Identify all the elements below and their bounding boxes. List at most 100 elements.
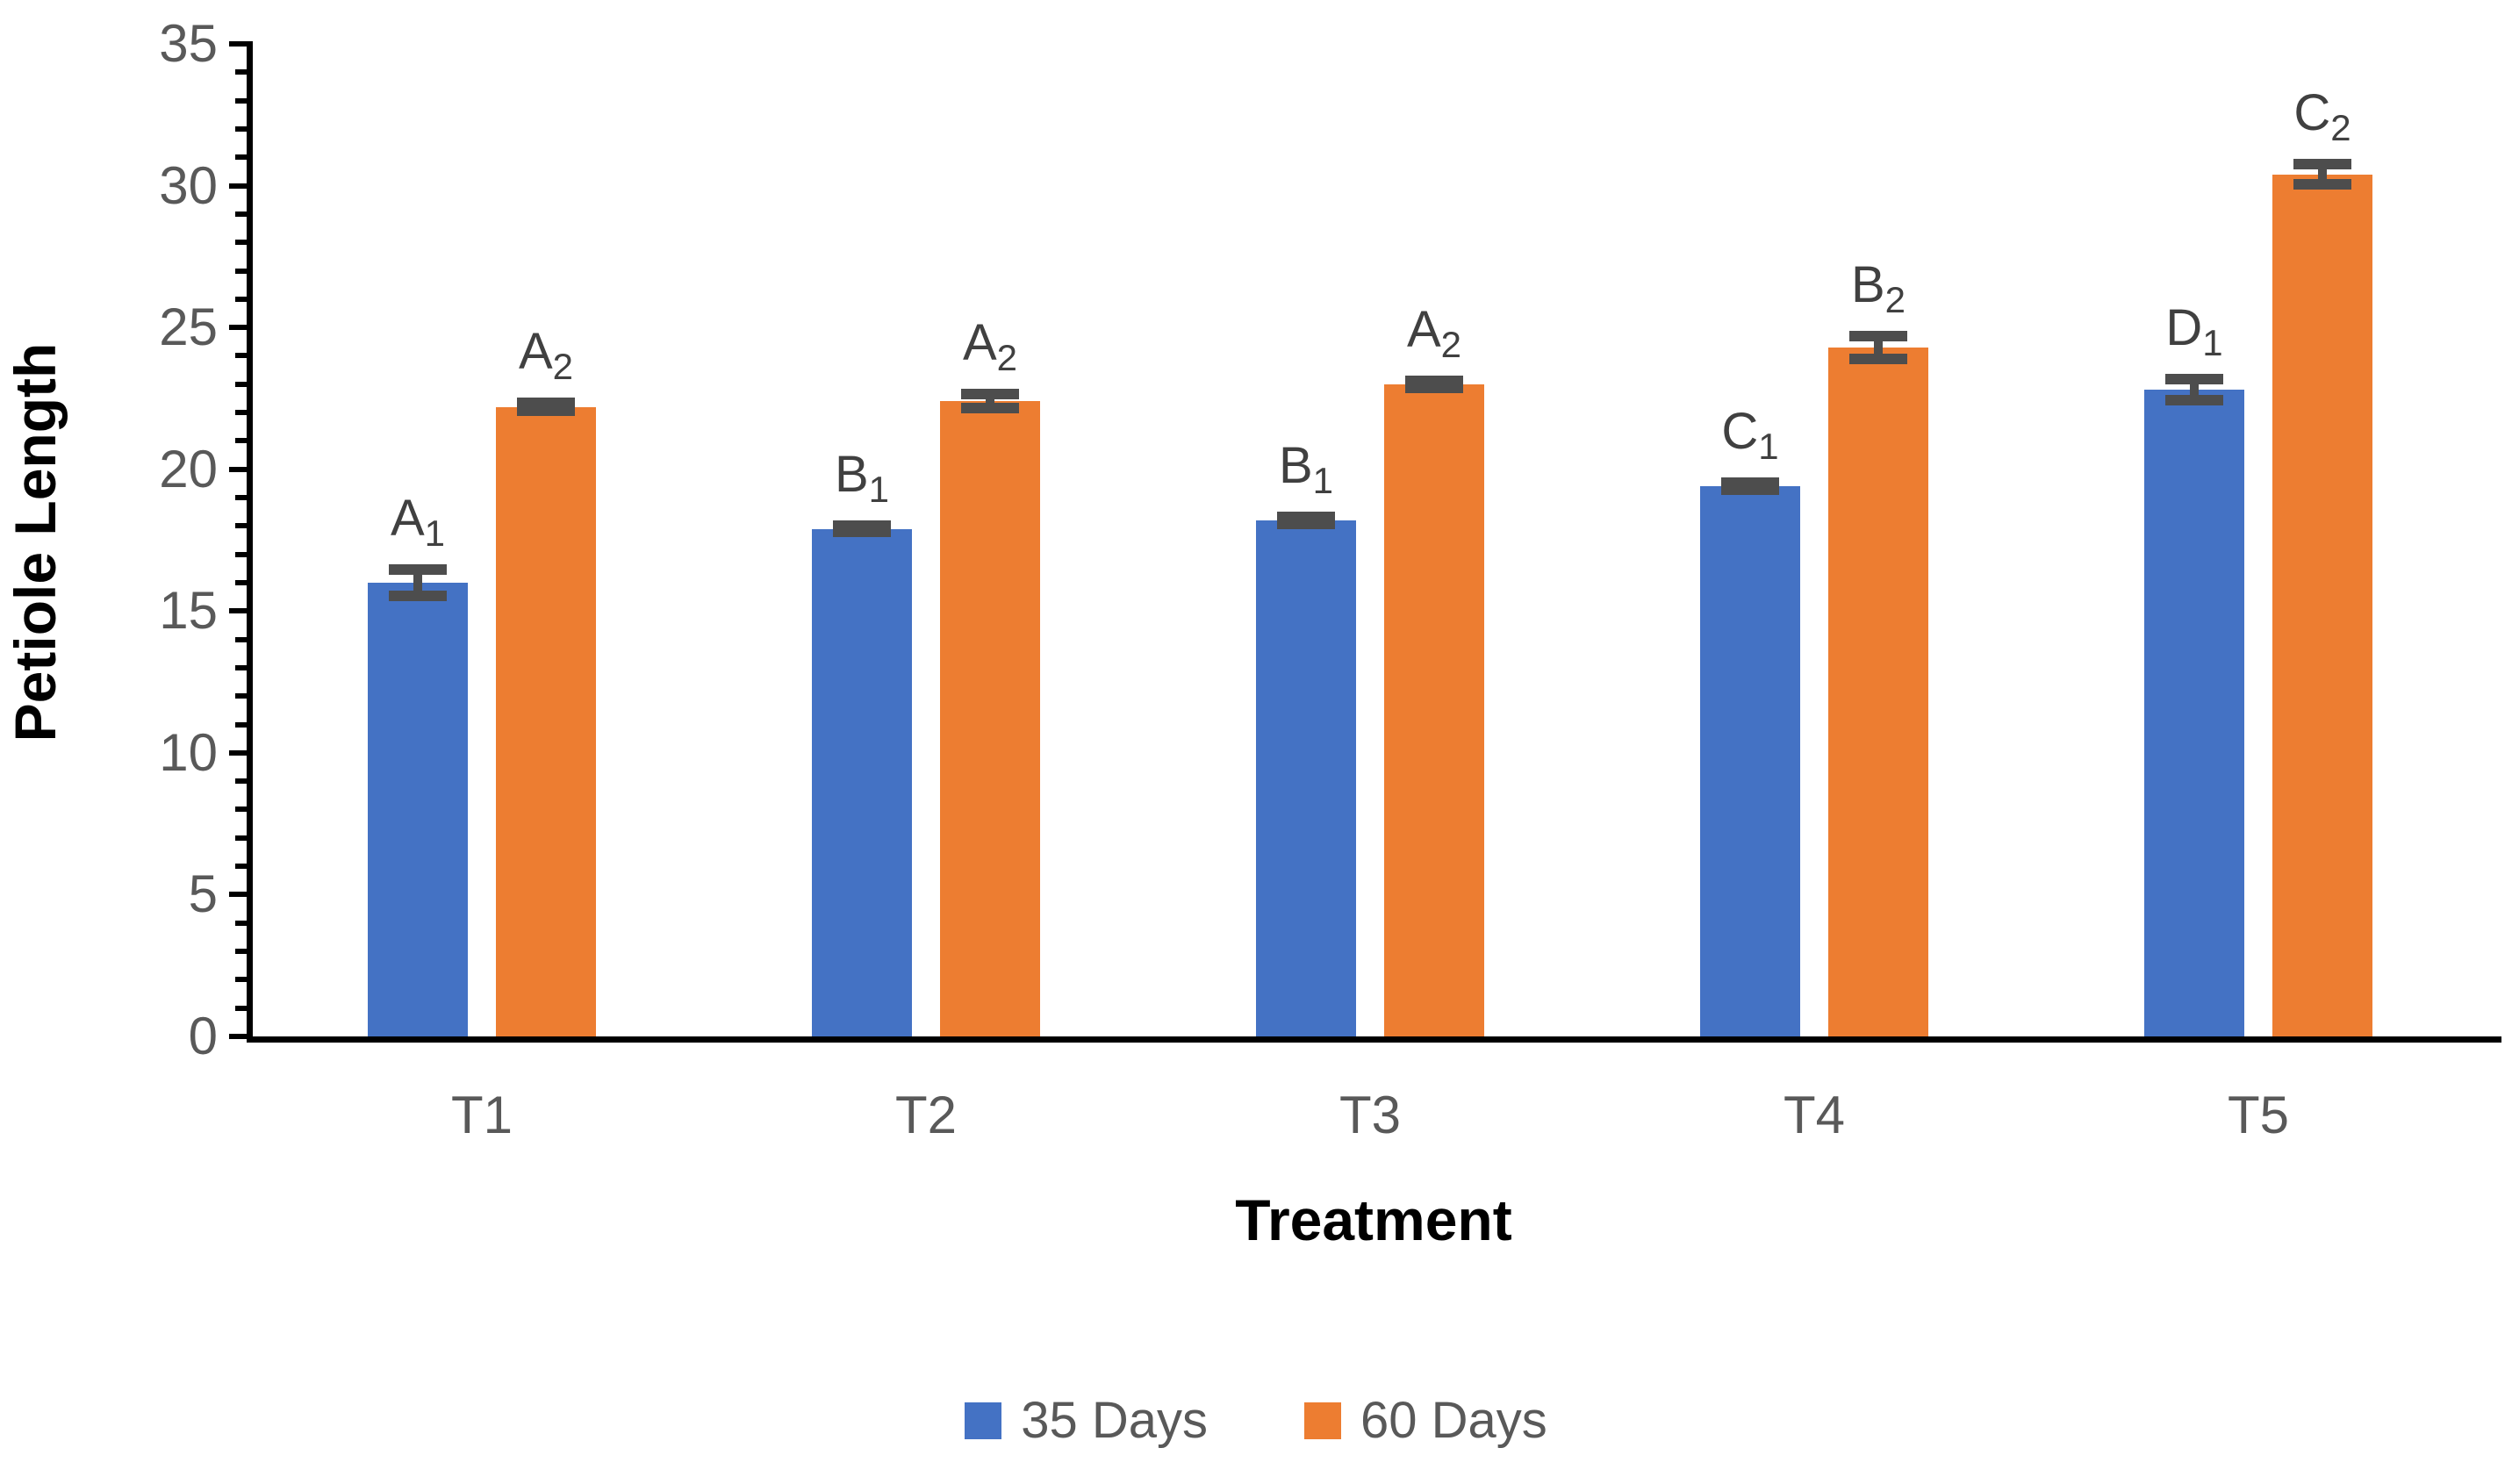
- error-cap-top-T5-60-days: [2293, 159, 2351, 170]
- y-tick-label-20: 20: [159, 439, 218, 498]
- error-bar-T4-60-days: [1874, 335, 1883, 359]
- error-cap-bottom-T2-60-days: [961, 403, 1019, 414]
- y-minor-tick-32: [235, 125, 247, 132]
- bar-label-T4-60-days: B2: [1850, 255, 1906, 320]
- legend: 35 Days 60 Days: [0, 1391, 2512, 1450]
- y-major-tick-25: [229, 325, 247, 331]
- y-major-tick-10: [229, 749, 247, 756]
- y-minor-tick-28: [235, 240, 247, 246]
- y-minor-tick-14: [235, 636, 247, 642]
- y-tick-label-15: 15: [159, 581, 218, 641]
- y-minor-tick-8: [235, 807, 247, 813]
- y-minor-tick-22: [235, 410, 247, 416]
- y-major-tick-15: [229, 608, 247, 614]
- error-cap-bottom-T4-35-days: [1721, 484, 1779, 495]
- y-major-tick-30: [229, 183, 247, 189]
- y-minor-tick-11: [235, 721, 247, 728]
- y-minor-tick-9: [235, 778, 247, 785]
- error-cap-bottom-T3-35-days: [1277, 518, 1335, 529]
- legend-swatch-35-days: [965, 1402, 1002, 1439]
- error-cap-bottom-T1-60-days: [517, 405, 575, 417]
- y-minor-tick-34: [235, 69, 247, 75]
- bar-label-T3-60-days: A2: [1406, 300, 1462, 365]
- legend-swatch-60-days: [1304, 1402, 1341, 1439]
- bar-label-T5-60-days: C2: [2293, 84, 2351, 149]
- error-bar-T5-35-days: [2190, 379, 2199, 401]
- y-minor-tick-17: [235, 551, 247, 557]
- bar-label-T4-35-days: C1: [1721, 403, 1779, 468]
- error-cap-top-T5-35-days: [2165, 374, 2223, 385]
- error-cap-top-T4-60-days: [1849, 330, 1907, 341]
- bar-T2-35-days: [812, 528, 912, 1036]
- y-minor-tick-18: [235, 523, 247, 529]
- error-bar-T2-60-days: [986, 394, 994, 409]
- bar-label-T1-35-days: A1: [390, 490, 446, 555]
- y-minor-tick-23: [235, 381, 247, 387]
- bar-T4-60-days: [1828, 347, 1928, 1036]
- error-cap-bottom-T1-35-days: [389, 590, 447, 601]
- bar-label-T2-60-days: A2: [962, 314, 1018, 379]
- error-cap-bottom-T3-60-days: [1405, 382, 1463, 393]
- y-minor-tick-31: [235, 154, 247, 161]
- y-tick-label-25: 25: [159, 298, 218, 357]
- error-bar-T1-35-days: [413, 570, 422, 596]
- y-tick-label-35: 35: [159, 14, 218, 73]
- y-minor-tick-24: [235, 353, 247, 359]
- y-tick-label-0: 0: [188, 1007, 218, 1065]
- x-axis-line: [247, 1036, 2501, 1043]
- x-category-T3: T3: [1339, 1086, 1402, 1144]
- bar-T1-35-days: [368, 582, 468, 1036]
- bar-T4-35-days: [1700, 486, 1800, 1036]
- y-major-tick-0: [229, 1034, 247, 1039]
- legend-label-60-days: 60 Days: [1360, 1392, 1547, 1449]
- y-minor-tick-21: [235, 438, 247, 444]
- error-bar-T5-60-days: [2318, 164, 2327, 184]
- y-minor-tick-29: [235, 211, 247, 217]
- legend-label-35-days: 35 Days: [1021, 1392, 1208, 1449]
- y-minor-tick-16: [235, 579, 247, 585]
- y-minor-tick-33: [235, 97, 247, 104]
- y-minor-tick-7: [235, 835, 247, 841]
- y-minor-tick-2: [235, 977, 247, 983]
- error-cap-bottom-T2-35-days: [833, 527, 891, 538]
- x-category-T5: T5: [2227, 1086, 2290, 1144]
- bar-label-T5-35-days: D1: [2165, 299, 2223, 364]
- y-minor-tick-13: [235, 664, 247, 670]
- y-minor-tick-3: [235, 949, 247, 955]
- y-axis-line: [247, 41, 253, 1043]
- error-cap-top-T2-60-days: [961, 389, 1019, 400]
- bar-T3-60-days: [1384, 384, 1484, 1036]
- error-cap-bottom-T4-60-days: [1849, 353, 1907, 364]
- y-minor-tick-19: [235, 495, 247, 501]
- y-tick-label-5: 5: [188, 864, 218, 924]
- y-major-tick-20: [229, 466, 247, 472]
- bar-T1-60-days: [496, 406, 596, 1036]
- y-tick-label-30: 30: [159, 155, 218, 215]
- y-minor-tick-12: [235, 693, 247, 699]
- y-minor-tick-4: [235, 920, 247, 926]
- bar-label-T1-60-days: A2: [518, 322, 574, 387]
- x-category-T1: T1: [450, 1086, 513, 1144]
- error-cap-bottom-T5-60-days: [2293, 178, 2351, 190]
- bar-label-T3-35-days: B1: [1278, 437, 1334, 501]
- legend-item-35-days: 35 Days: [965, 1391, 1208, 1450]
- x-category-T2: T2: [894, 1086, 958, 1144]
- y-tick-label-10: 10: [159, 722, 218, 782]
- y-minor-tick-6: [235, 864, 247, 870]
- error-cap-bottom-T5-35-days: [2165, 395, 2223, 406]
- error-cap-top-T1-60-days: [517, 397, 575, 408]
- legend-item-60-days: 60 Days: [1304, 1391, 1547, 1450]
- y-minor-tick-27: [235, 268, 247, 274]
- y-major-tick-35: [229, 41, 247, 47]
- y-minor-tick-1: [235, 1005, 247, 1011]
- bar-label-T2-35-days: B1: [834, 445, 890, 510]
- x-category-T4: T4: [1783, 1086, 1846, 1144]
- y-major-tick-5: [229, 892, 247, 898]
- error-cap-top-T1-35-days: [389, 564, 447, 576]
- x-axis-title: Treatment: [1235, 1187, 1512, 1252]
- y-minor-tick-26: [235, 296, 247, 302]
- y-axis-title: Petiole Length: [3, 342, 68, 742]
- bar-T5-60-days: [2272, 174, 2372, 1036]
- bar-T2-60-days: [940, 401, 1040, 1036]
